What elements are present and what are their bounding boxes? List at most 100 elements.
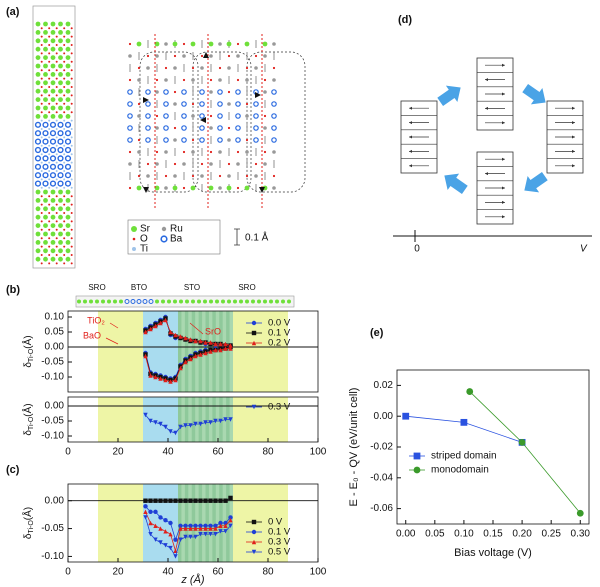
atom [182, 162, 186, 166]
point [153, 523, 158, 528]
atom [137, 174, 141, 178]
atom [235, 125, 241, 131]
x-tick-label: 0.15 [483, 529, 503, 540]
legend-marker [251, 549, 257, 555]
atom [40, 237, 43, 240]
legend-text: Ba [170, 234, 183, 245]
atom [34, 155, 42, 162]
point [188, 498, 193, 503]
atom [63, 94, 66, 97]
atom [146, 54, 150, 58]
atom [209, 126, 213, 130]
atom [172, 185, 178, 191]
atom [236, 150, 240, 154]
atom [65, 46, 71, 52]
atom [57, 121, 64, 128]
atom [65, 198, 71, 203]
point [168, 329, 173, 335]
legend-text: O [140, 234, 148, 245]
plot-frame [396, 369, 590, 525]
polarization-head [572, 121, 575, 125]
atom [65, 248, 71, 254]
atom [145, 89, 151, 95]
point [148, 498, 153, 503]
atom [48, 52, 51, 55]
x-tick-label: 20 [112, 447, 124, 458]
atom [272, 186, 276, 190]
atom [181, 137, 187, 143]
layer-stripe [184, 397, 189, 442]
atom [155, 90, 159, 94]
atom [235, 137, 241, 143]
point [198, 421, 203, 427]
atom [48, 144, 51, 147]
atom [70, 111, 73, 114]
atom [48, 245, 51, 248]
atom [48, 136, 51, 139]
atom [40, 203, 43, 206]
atom [40, 60, 43, 63]
atom [50, 256, 56, 262]
atom [63, 220, 66, 223]
layer-stripe [191, 311, 196, 392]
atom [63, 161, 66, 164]
atom [64, 163, 72, 170]
atom [251, 299, 255, 304]
point [163, 317, 168, 323]
point [183, 526, 188, 531]
atom [83, 299, 87, 304]
point [153, 374, 158, 380]
atom [35, 97, 41, 102]
annotation: TiO₂ [87, 315, 105, 325]
legend-text: 0.1 V [268, 527, 291, 538]
point [213, 498, 218, 503]
point [193, 353, 198, 359]
legend-text: 0.5 V [268, 547, 291, 558]
point [173, 430, 178, 436]
legend-text: 0.0 V [268, 318, 291, 329]
point [143, 498, 148, 503]
polarization-head [485, 106, 488, 110]
point [188, 534, 193, 540]
atom [226, 41, 232, 47]
atom [263, 162, 267, 166]
point [178, 498, 183, 503]
point [168, 531, 173, 537]
atom [190, 185, 196, 191]
atom [155, 54, 159, 58]
point [203, 531, 208, 537]
atom [55, 77, 58, 80]
atom [48, 69, 51, 72]
point [178, 424, 183, 430]
y-tick-label: 0.00 [45, 495, 65, 506]
atom [43, 80, 48, 86]
atom [253, 137, 259, 143]
atom [182, 78, 186, 82]
atom [35, 30, 41, 35]
atom [257, 299, 261, 304]
point [218, 498, 223, 503]
atom [50, 72, 56, 77]
atom [35, 231, 41, 237]
atom [43, 198, 48, 203]
y-axis-label-part: Ti-O [28, 416, 35, 430]
atom [55, 237, 58, 240]
atom [58, 198, 63, 203]
atom [227, 162, 231, 166]
atom [63, 228, 66, 231]
atom [49, 146, 57, 154]
atom [227, 174, 231, 178]
atom [227, 126, 231, 130]
atom [182, 42, 186, 46]
legend-text: 0.3 V [268, 402, 291, 413]
atom [227, 138, 231, 142]
atom [65, 80, 71, 86]
atom [48, 35, 51, 38]
atom [65, 231, 71, 237]
atom [43, 206, 48, 212]
y-tick-label: 0.02 [374, 380, 394, 391]
atom [58, 21, 63, 27]
atom [58, 240, 63, 245]
point [188, 523, 193, 528]
atom [63, 44, 66, 46]
